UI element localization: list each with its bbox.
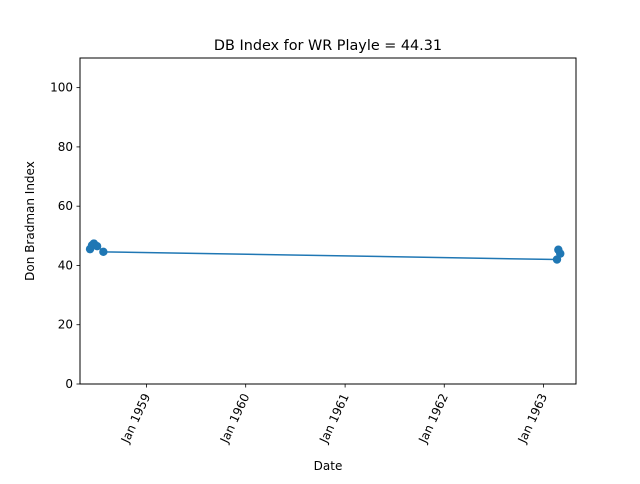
y-tick-label: 80 — [58, 140, 73, 154]
y-tick-label: 40 — [58, 258, 73, 272]
data-point — [92, 241, 102, 251]
y-tick-label: 60 — [58, 199, 73, 213]
y-tick-label: 0 — [65, 377, 73, 391]
axes-frame — [79, 57, 577, 385]
chart-title: DB Index for WR Playle = 44.31 — [214, 38, 442, 54]
data-point — [556, 249, 565, 258]
y-axis-label: Don Bradman Index — [23, 161, 37, 281]
data-point — [99, 247, 108, 257]
x-axis-label: Date — [314, 459, 343, 473]
y-tick-label: 100 — [50, 81, 73, 95]
y-tick-label: 20 — [58, 318, 73, 332]
